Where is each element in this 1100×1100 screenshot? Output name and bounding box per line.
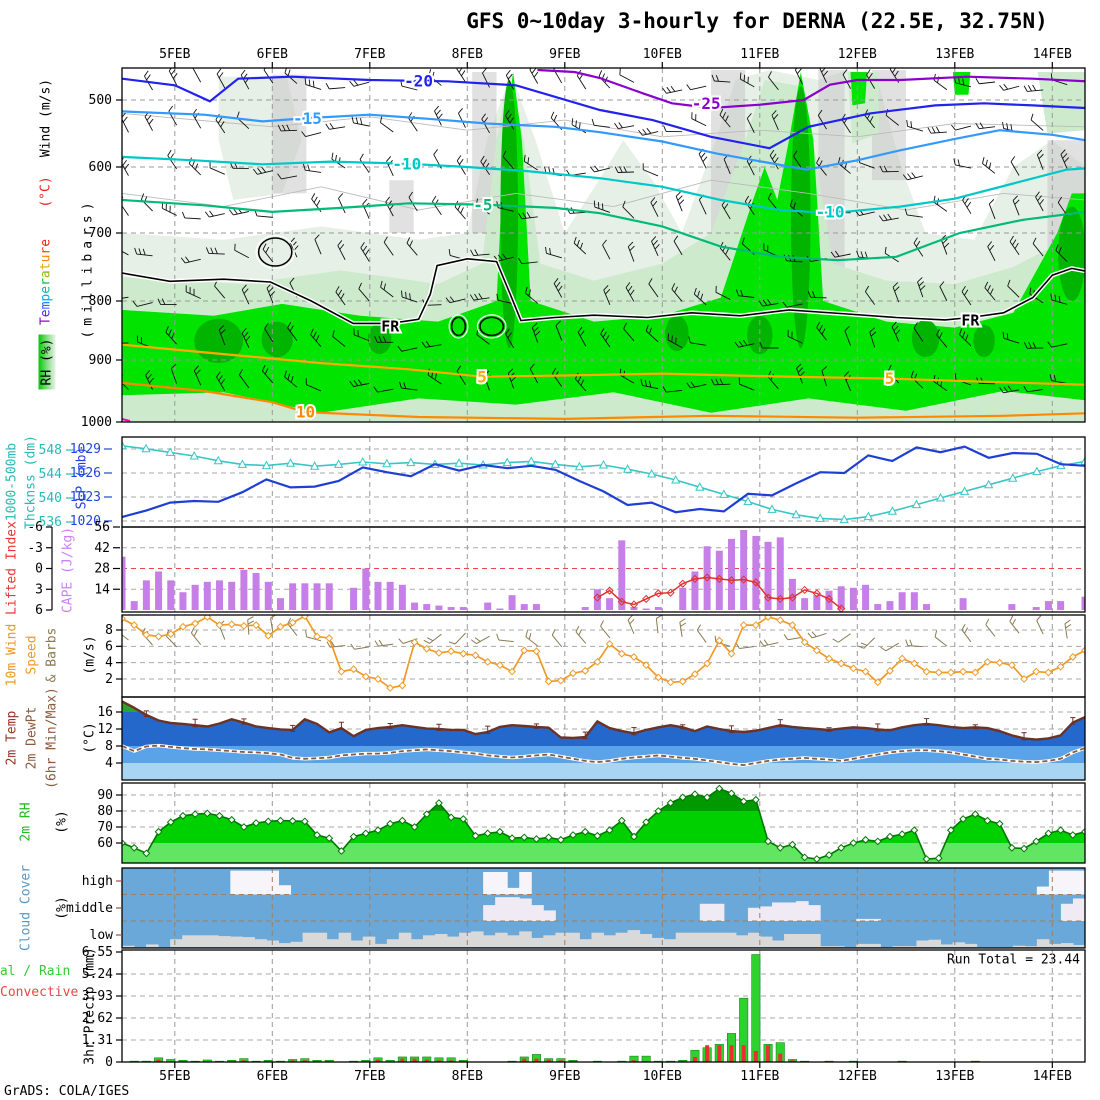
- svg-text:6FEB: 6FEB: [257, 47, 288, 62]
- svg-text:1.31: 1.31: [82, 1033, 113, 1048]
- svg-text:90: 90: [97, 788, 113, 803]
- svg-text:8: 8: [105, 739, 113, 754]
- grads-credit: GrADS: COLA/IGES: [4, 1084, 130, 1099]
- svg-text:540: 540: [39, 491, 62, 506]
- convective-legend-label: Convective: [0, 985, 79, 1000]
- svg-text:middle: middle: [66, 901, 113, 916]
- svg-text:8FEB: 8FEB: [452, 47, 483, 62]
- panel-rh2m: [122, 783, 1085, 863]
- svg-text:-5: -5: [473, 195, 492, 214]
- svg-text:14: 14: [94, 582, 110, 597]
- svg-text:7FEB: 7FEB: [354, 1069, 385, 1084]
- svg-text:-6: -6: [27, 520, 43, 535]
- svg-text:FR: FR: [381, 317, 400, 335]
- svg-text:10: 10: [296, 403, 315, 422]
- svg-text:800: 800: [89, 294, 112, 309]
- panel-cape-li: [122, 527, 1085, 612]
- svg-text:12: 12: [97, 722, 113, 737]
- svg-text:12FEB: 12FEB: [838, 1069, 877, 1084]
- svg-text:1020: 1020: [70, 514, 101, 529]
- svg-text:10FEB: 10FEB: [643, 1069, 682, 1084]
- svg-text:14FEB: 14FEB: [1033, 1069, 1072, 1084]
- svg-text:0: 0: [105, 1055, 113, 1070]
- svg-text:2: 2: [105, 672, 113, 687]
- page-title: GFS 0~10day 3-hourly for DERNA (22.5E, 3…: [466, 9, 1048, 33]
- svg-text:-20: -20: [404, 71, 433, 90]
- svg-text:42: 42: [94, 541, 110, 556]
- panel-wind10m: [122, 615, 1085, 697]
- svg-text:8FEB: 8FEB: [452, 1069, 483, 1084]
- svg-text:4: 4: [105, 656, 113, 671]
- svg-text:13FEB: 13FEB: [935, 47, 974, 62]
- run-total-label: Run Total = 23.44: [946, 952, 1080, 968]
- svg-text:548: 548: [39, 443, 62, 458]
- svg-text:5FEB: 5FEB: [159, 1069, 190, 1084]
- svg-text:5FEB: 5FEB: [159, 47, 190, 62]
- svg-text:1000: 1000: [81, 415, 112, 430]
- svg-text:9FEB: 9FEB: [549, 47, 580, 62]
- svg-text:8: 8: [105, 623, 113, 638]
- svg-text:544: 544: [39, 467, 63, 482]
- svg-text:0: 0: [35, 562, 43, 577]
- svg-text:FR: FR: [961, 311, 980, 329]
- svg-text:high: high: [82, 874, 113, 889]
- svg-text:5: 5: [885, 369, 895, 388]
- svg-text:900: 900: [89, 353, 112, 368]
- svg-text:low: low: [90, 928, 114, 943]
- svg-text:28: 28: [94, 562, 110, 577]
- svg-text:1029: 1029: [70, 442, 101, 457]
- svg-text:56: 56: [94, 520, 110, 535]
- svg-text:-3: -3: [27, 541, 43, 556]
- svg-text:7FEB: 7FEB: [354, 47, 385, 62]
- svg-text:-10: -10: [392, 154, 421, 173]
- svg-text:700: 700: [89, 226, 112, 241]
- svg-text:-10: -10: [816, 203, 845, 222]
- svg-text:1023: 1023: [70, 490, 101, 505]
- svg-text:-15: -15: [293, 109, 322, 128]
- panel-temp2m: [122, 697, 1085, 780]
- svg-text:11FEB: 11FEB: [740, 1069, 779, 1084]
- svg-text:3: 3: [35, 582, 43, 597]
- panel-upper-air: -25 -20 -15 -10 -10 -5 5 5 10 FR FR: [122, 68, 1085, 422]
- panel-slp-thickness: [122, 437, 1085, 527]
- svg-text:2.62: 2.62: [82, 1011, 113, 1026]
- svg-text:60: 60: [97, 836, 113, 851]
- svg-text:9FEB: 9FEB: [549, 1069, 580, 1084]
- svg-text:1026: 1026: [70, 466, 101, 481]
- svg-text:16: 16: [97, 705, 113, 720]
- svg-text:6: 6: [35, 603, 43, 618]
- svg-text:6.55: 6.55: [82, 945, 113, 960]
- svg-text:10FEB: 10FEB: [643, 47, 682, 62]
- rain-legend-label: tal / Rain: [0, 964, 71, 979]
- svg-text:4: 4: [105, 756, 113, 771]
- panel-cloud: [122, 868, 1085, 948]
- svg-text:12FEB: 12FEB: [838, 47, 877, 62]
- svg-text:13FEB: 13FEB: [935, 1069, 974, 1084]
- svg-text:14FEB: 14FEB: [1033, 47, 1072, 62]
- svg-text:536: 536: [39, 515, 62, 530]
- svg-text:500: 500: [89, 93, 112, 108]
- svg-text:70: 70: [97, 820, 113, 835]
- svg-text:5.24: 5.24: [82, 967, 113, 982]
- svg-text:-25: -25: [692, 94, 721, 113]
- panel-precip: [122, 950, 1085, 1062]
- svg-text:600: 600: [89, 160, 112, 175]
- svg-text:5: 5: [477, 367, 487, 386]
- svg-text:11FEB: 11FEB: [740, 47, 779, 62]
- svg-text:80: 80: [97, 804, 113, 819]
- svg-text:6: 6: [105, 639, 113, 654]
- svg-text:3.93: 3.93: [82, 989, 113, 1004]
- svg-text:6FEB: 6FEB: [257, 1069, 288, 1084]
